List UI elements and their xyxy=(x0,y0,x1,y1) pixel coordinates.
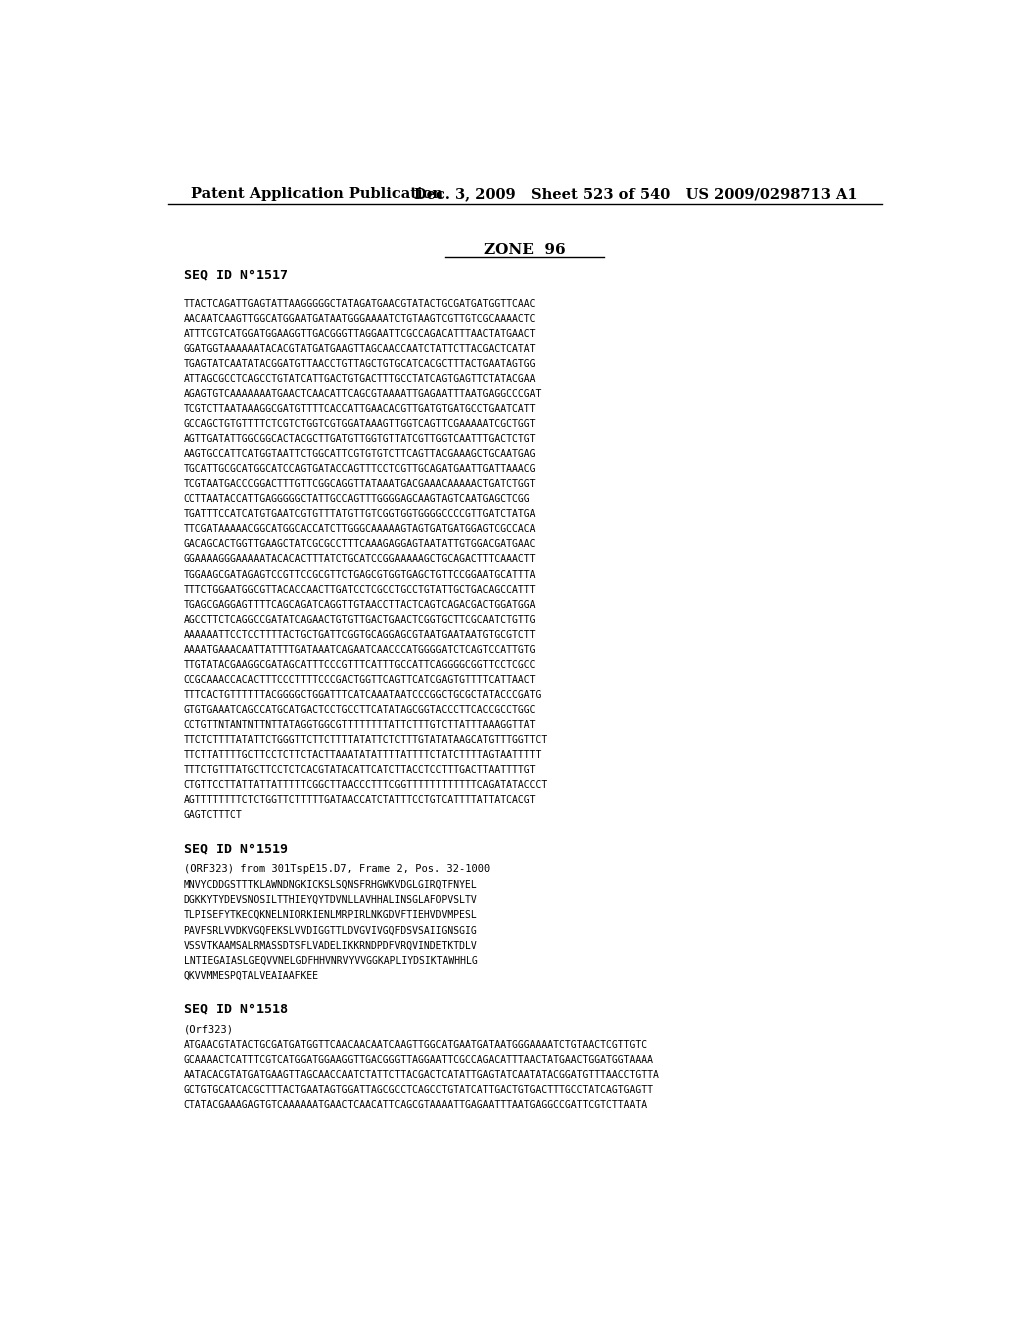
Text: GGATGGTAAAAAATACACGTATGATGAAGTTAGCAACCAATCTATTCTTACGACTCATAT: GGATGGTAAAAAATACACGTATGATGAAGTTAGCAACCAA… xyxy=(183,345,536,354)
Text: SEQ ID N°1518: SEQ ID N°1518 xyxy=(183,1002,288,1015)
Text: AACAATCAAGTTGGCATGGAATGATAATGGGAAAATCTGTAAGTCGTTGTCGCAAAACTC: AACAATCAAGTTGGCATGGAATGATAATGGGAAAATCTGT… xyxy=(183,314,536,323)
Text: AAAATGAAACAATTATTTTGATAAATCAGAATCAACCCATGGGGATCTCAGTCCATTGTG: AAAATGAAACAATTATTTTGATAAATCAGAATCAACCCAT… xyxy=(183,644,536,655)
Text: ZONE  96: ZONE 96 xyxy=(484,243,565,257)
Text: AGAGTGTCAAAAAAATGAACTCAACATTCAGCGTAAAATTGAGAATTTAATGAGGCCCGAT: AGAGTGTCAAAAAAATGAACTCAACATTCAGCGTAAAATT… xyxy=(183,389,542,399)
Text: GAGTCTTTCT: GAGTCTTTCT xyxy=(183,810,243,820)
Text: (Orf323): (Orf323) xyxy=(183,1024,233,1034)
Text: SEQ ID N°1517: SEQ ID N°1517 xyxy=(183,269,288,281)
Text: GCCAGCTGTGTTTTCTCGTCTGGTCGTGGATAAAGTTGGTCAGTTCGAAAAATCGCTGGT: GCCAGCTGTGTTTTCTCGTCTGGTCGTGGATAAAGTTGGT… xyxy=(183,418,536,429)
Text: SEQ ID N°1519: SEQ ID N°1519 xyxy=(183,842,288,855)
Text: TCGTAATGACCCGGACTTTGTTCGGCAGGTTATAAATGACGAAACAAAAACTGATCTGGT: TCGTAATGACCCGGACTTTGTTCGGCAGGTTATAAATGAC… xyxy=(183,479,536,490)
Text: TTCTTATTTTGCTTCCTCTTCTACTTAAATATATTTTATTTTCTATCTTTTAGTAATTTTT: TTCTTATTTTGCTTCCTCTTCTACTTAAATATATTTTATT… xyxy=(183,750,542,760)
Text: ATTAGCGCCTCAGCCTGTATCATTGACTGTGACTTTGCCTATCAGTGAGTTCTATACGAA: ATTAGCGCCTCAGCCTGTATCATTGACTGTGACTTTGCCT… xyxy=(183,374,536,384)
Text: CTATACGAAAGAGTGTCAAAAAATGAACTCAACATTCAGCGTAAAATTGAGAATTTAATGAGGCCGATTCGTCTTAATA: CTATACGAAAGAGTGTCAAAAAATGAACTCAACATTCAGC… xyxy=(183,1101,647,1110)
Text: TGAGTATCAATATACGGATGTTAACCTGTTAGCTGTGCATCACGCTTTACTGAATAGTGG: TGAGTATCAATATACGGATGTTAACCTGTTAGCTGTGCAT… xyxy=(183,359,536,368)
Text: AGCCTTCTCAGGCCGATATCAGAACTGTGTTGACTGAACTCGGTGCTTCGCAATCTGTTG: AGCCTTCTCAGGCCGATATCAGAACTGTGTTGACTGAACT… xyxy=(183,615,536,624)
Text: TTACTCAGATTGAGTATTAAGGGGGCTATAGATGAACGTATACTGCGATGATGGTTCAAC: TTACTCAGATTGAGTATTAAGGGGGCTATAGATGAACGTA… xyxy=(183,298,536,309)
Text: TTTCTGGAATGGCGTTACACCAACTTGATCCTCGCCTGCCTGTATTGCTGACAGCCATTT: TTTCTGGAATGGCGTTACACCAACTTGATCCTCGCCTGCC… xyxy=(183,585,536,594)
Text: ATGAACGTATACTGCGATGATGGTTCAACAACAATCAAGTTGGCATGAATGATAATGGGAAAATCTGTAACTCGTTGTC: ATGAACGTATACTGCGATGATGGTTCAACAACAATCAAGT… xyxy=(183,1040,647,1051)
Text: AAAAAATTCCTCCTTTTACTGCTGATTCGGTGCAGGAGCGTAATGAATAATGTGCGTCTT: AAAAAATTCCTCCTTTTACTGCTGATTCGGTGCAGGAGCG… xyxy=(183,630,536,640)
Text: TCGTCTTAATAAAGGCGATGTTTTCACCATTGAACACGTTGATGTGATGCCTGAATCATT: TCGTCTTAATAAAGGCGATGTTTTCACCATTGAACACGTT… xyxy=(183,404,536,414)
Text: CCTGTTNTANTNTTNTTATAGGTGGCGTTTTTTTTATTCTTTGTCTTATTTAAAGGTTAT: CCTGTTNTANTNTTNTTATAGGTGGCGTTTTTTTTATTCT… xyxy=(183,719,536,730)
Text: TTTCTGTTTATGCTTCCTCTCACGTATACATTCATCTTACCTCCTTTGACTTAATTTTGT: TTTCTGTTTATGCTTCCTCTCACGTATACATTCATCTTAC… xyxy=(183,766,536,775)
Text: MNVYCDDGSTTTKLAWNDNGKICKSLSQNSFRHGWKVDGLGIRQTFNYEL: MNVYCDDGSTTTKLAWNDNGKICKSLSQNSFRHGWKVDGL… xyxy=(183,880,477,890)
Text: Patent Application Publication: Patent Application Publication xyxy=(191,187,443,201)
Text: TTCTCTTTTATATTCTGGGTTCTTCTTTTATATTCTCTTTGTATATAAGCATGTTTGGTTCT: TTCTCTTTTATATTCTGGGTTCTTCTTTTATATTCTCTTT… xyxy=(183,735,548,744)
Text: CCGCAAACCACACTTTCCCTTTTCCCGACTGGTTCAGTTCATCGAGTGTTTTCATTAACT: CCGCAAACCACACTTTCCCTTTTCCCGACTGGTTCAGTTC… xyxy=(183,675,536,685)
Text: TGGAAGCGATAGAGTCCGTTCCGCGTTCTGAGCGTGGTGAGCTGTTCCGGAATGCATTTA: TGGAAGCGATAGAGTCCGTTCCGCGTTCTGAGCGTGGTGA… xyxy=(183,569,536,579)
Text: AATACACGTATGATGAAGTTAGCAACCAATCTATTCTTACGACTCATATTGAGTATCAATATACGGATGTTTAACCTGTT: AATACACGTATGATGAAGTTAGCAACCAATCTATTCTTAC… xyxy=(183,1071,659,1080)
Text: GACAGCACTGGTTGAAGCTATCGCGCCTTTCAAAGAGGAGTAATATTGTGGACGATGAAC: GACAGCACTGGTTGAAGCTATCGCGCCTTTCAAAGAGGAG… xyxy=(183,540,536,549)
Text: (ORF323) from 301TspE15.D7, Frame 2, Pos. 32-1000: (ORF323) from 301TspE15.D7, Frame 2, Pos… xyxy=(183,863,489,874)
Text: AGTTGATATTGGCGGCACTACGCTTGATGTTGGTGTTATCGTTGGTCAATTTGACTCTGT: AGTTGATATTGGCGGCACTACGCTTGATGTTGGTGTTATC… xyxy=(183,434,536,444)
Text: AGTTTTTTTTCTCTGGTTCTTTTTGATAACCATCTATTTCCTGTCATTTTATTATCACGT: AGTTTTTTTTCTCTGGTTCTTTTTGATAACCATCTATTTC… xyxy=(183,795,536,805)
Text: VSSVTKAAMSALRMASSDTSFLVADELIKKRNDPDFVRQVINDETKTDLV: VSSVTKAAMSALRMASSDTSFLVADELIKKRNDPDFVRQV… xyxy=(183,940,477,950)
Text: GCTGTGCATCACGCTTTACTGAATAGTGGATTAGCGCCTCAGCCTGTATCATTGACTGTGACTTTGCCTATCAGTGAGTT: GCTGTGCATCACGCTTTACTGAATAGTGGATTAGCGCCTC… xyxy=(183,1085,653,1096)
Text: QKVVMMESPQTALVEAIAAFKEE: QKVVMMESPQTALVEAIAAFKEE xyxy=(183,970,318,981)
Text: GTGTGAAATCAGCCATGCATGACTCCTGCCTTCATATAGCGGTACCCTTCACCGCCTGGC: GTGTGAAATCAGCCATGCATGACTCCTGCCTTCATATAGC… xyxy=(183,705,536,715)
Text: TGCATTGCGCATGGCATCCAGTGATACCAGTTTCCTCGTTGCAGATGAATTGATTAAACG: TGCATTGCGCATGGCATCCAGTGATACCAGTTTCCTCGTT… xyxy=(183,465,536,474)
Text: CCTTAATACCATTGAGGGGGCTATTGCCAGTTTGGGGAGCAAGTAGTCAATGAGCTCGG: CCTTAATACCATTGAGGGGGCTATTGCCAGTTTGGGGAGC… xyxy=(183,494,530,504)
Text: GGAAAAGGGAAAAATACACACTTTATCTGCATCCGGAAAAAGCTGCAGACTTTCAAACTT: GGAAAAGGGAAAAATACACACTTTATCTGCATCCGGAAAA… xyxy=(183,554,536,565)
Text: AAGTGCCATTCATGGTAATTCTGGCATTCGTGTGTCTTCAGTTACGAAAGCTGCAATGAG: AAGTGCCATTCATGGTAATTCTGGCATTCGTGTGTCTTCA… xyxy=(183,449,536,459)
Text: TTTCACTGTTTTTTACGGGGCTGGATTTCATCAAATAATCCCGGCTGCGCTATACCCGATG: TTTCACTGTTTTTTACGGGGCTGGATTTCATCAAATAATC… xyxy=(183,690,542,700)
Text: TTGTATACGAAGGCGATAGCATTTCCCGTTTCATTTGCCATTCAGGGGCGGTTCCTCGCC: TTGTATACGAAGGCGATAGCATTTCCCGTTTCATTTGCCA… xyxy=(183,660,536,669)
Text: DGKKYTYDEVSNOSILTTHIEYQYTDVNLLAVHHALINSGLAFOPVSLTV: DGKKYTYDEVSNOSILTTHIEYQYTDVNLLAVHHALINSG… xyxy=(183,895,477,906)
Text: Dec. 3, 2009   Sheet 523 of 540   US 2009/0298713 A1: Dec. 3, 2009 Sheet 523 of 540 US 2009/02… xyxy=(415,187,858,201)
Text: GCAAAACTCATTTCGTCATGGATGGAAGGTTGACGGGTTAGGAATTCGCCAGACATTTAACTATGAACTGGATGGTAAAA: GCAAAACTCATTTCGTCATGGATGGAAGGTTGACGGGTTA… xyxy=(183,1056,653,1065)
Text: TGATTTCCATCATGTGAATCGTGTTTATGTTGTCGGTGGTGGGGCCCCGTTGATCTATGA: TGATTTCCATCATGTGAATCGTGTTTATGTTGTCGGTGGT… xyxy=(183,510,536,519)
Text: TGAGCGAGGAGTTTTCAGCAGATCAGGTTGTAACCTTACTCAGTCAGACGACTGGATGGA: TGAGCGAGGAGTTTTCAGCAGATCAGGTTGTAACCTTACT… xyxy=(183,599,536,610)
Text: LNTIEGAIASLGEQVVNELGDFHHVNRVYVVGGKAPLIYDSIKTAWHHLG: LNTIEGAIASLGEQVVNELGDFHHVNRVYVVGGKAPLIYD… xyxy=(183,956,477,965)
Text: TLPISEFYTKECQKNELNIORKIENLMRPIRLNKGDVFTIEHVDVMPESL: TLPISEFYTKECQKNELNIORKIENLMRPIRLNKGDVFTI… xyxy=(183,911,477,920)
Text: ATTTCGTCATGGATGGAAGGTTGACGGGTTAGGAATTCGCCAGACATTTAACTATGAACT: ATTTCGTCATGGATGGAAGGTTGACGGGTTAGGAATTCGC… xyxy=(183,329,536,339)
Text: TTCGATAAAAACGGCATGGCACCATCTTGGGCAAAAAGTAGTGATGATGGAGTCGCCACA: TTCGATAAAAACGGCATGGCACCATCTTGGGCAAAAAGTA… xyxy=(183,524,536,535)
Text: PAVFSRLVVDKVGQFEKSLVVDIGGTTLDVGVIVGQFDSVSAIIGNSGIG: PAVFSRLVVDKVGQFEKSLVVDIGGTTLDVGVIVGQFDSV… xyxy=(183,925,477,936)
Text: CTGTTCCTTATTATTATTTTTCGGCTTAACCCTTTCGGTTTTTTTTTTTTCAGATATACCCT: CTGTTCCTTATTATTATTTTTCGGCTTAACCCTTTCGGTT… xyxy=(183,780,548,791)
